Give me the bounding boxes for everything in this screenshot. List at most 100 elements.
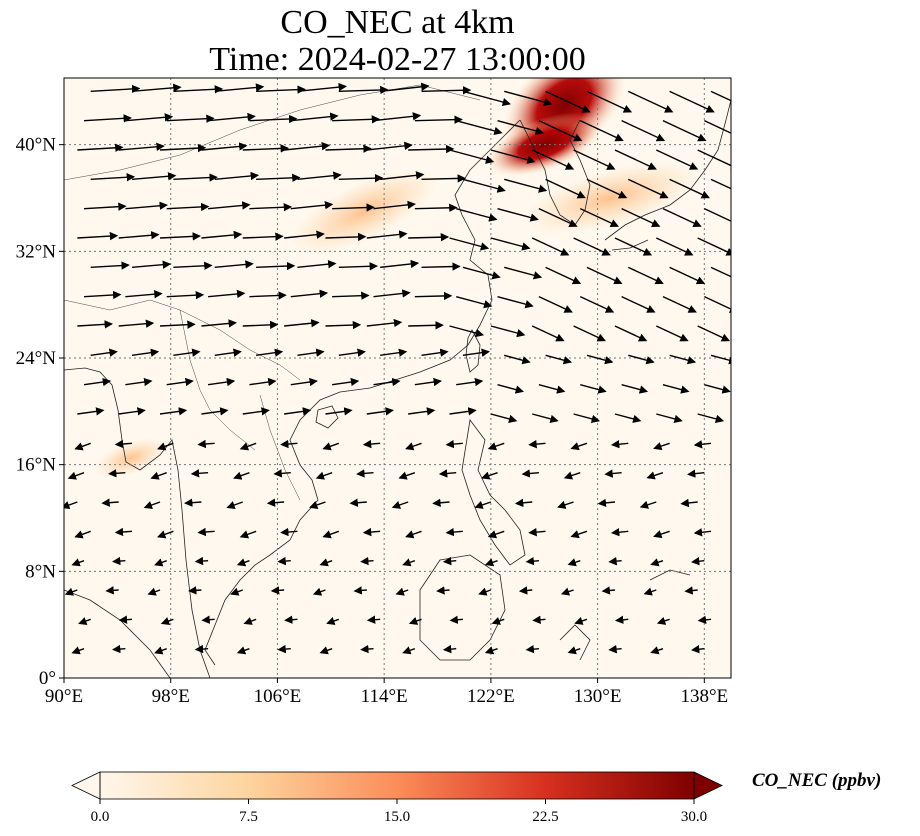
wind-arrow <box>297 171 342 181</box>
colorbar-tick-label: 0.0 <box>91 809 110 825</box>
wind-arrow <box>194 644 209 654</box>
wind-arrow <box>249 291 287 300</box>
wind-arrow <box>284 615 298 624</box>
wind-arrow <box>353 586 367 595</box>
wind-arrow <box>669 354 697 365</box>
wind-arrow <box>147 587 161 596</box>
wind-arrow <box>421 174 467 183</box>
wind-arrow <box>284 141 331 151</box>
co-plume <box>523 162 699 234</box>
wind-arrow <box>449 615 463 624</box>
wind-arrow <box>201 230 243 240</box>
wind-arrow <box>362 527 381 537</box>
colorbar-tick-label: 22.5 <box>532 809 558 825</box>
wind-arrow <box>497 295 534 309</box>
wind-arrow <box>249 203 293 212</box>
wind-arrow <box>614 237 653 256</box>
wind-arrow <box>373 200 416 210</box>
wind-arrow <box>208 201 251 210</box>
wind-arrow <box>608 556 622 566</box>
wind-arrow <box>362 439 381 449</box>
wind-arrow <box>504 266 543 280</box>
wind-arrow <box>118 615 133 624</box>
lat-tick-label: 16°N <box>16 455 57 476</box>
wind-arrow <box>332 291 370 300</box>
wind-arrow <box>105 586 119 595</box>
wind-arrow <box>573 325 606 342</box>
wind-arrow <box>601 586 616 595</box>
wind-arrow <box>693 440 712 449</box>
wind-arrow <box>297 82 347 93</box>
wind-arrow <box>579 296 615 313</box>
wind-arrow <box>160 320 196 329</box>
wind-arrow <box>518 586 533 595</box>
wind-arrow <box>114 439 133 449</box>
wind-arrow <box>284 319 320 328</box>
wind-arrow <box>408 407 436 416</box>
wind-arrow <box>284 230 325 239</box>
wind-arrow <box>309 501 326 509</box>
wind-arrow <box>627 178 669 199</box>
wind-arrow <box>71 558 85 567</box>
wind-arrow <box>710 90 731 102</box>
wind-arrow <box>573 413 601 423</box>
lon-tick-label: 138°E <box>680 686 728 707</box>
wind-arrow <box>214 171 260 181</box>
wind-arrow <box>690 645 705 654</box>
wind-arrow <box>166 291 205 300</box>
wind-arrow <box>356 469 374 478</box>
wind-arrow <box>639 500 657 509</box>
wind-arrow <box>242 232 284 241</box>
wind-arrow <box>290 377 318 387</box>
wind-arrow <box>514 498 533 508</box>
wind-arrow <box>319 558 333 567</box>
wind-arrow <box>249 114 298 124</box>
map-frame <box>63 77 732 679</box>
colorbar-tick-label: 30.0 <box>681 809 707 825</box>
wind-arrow <box>242 320 279 330</box>
wind-arrow <box>484 558 498 567</box>
wind-arrow <box>226 501 243 509</box>
wind-arrow <box>150 471 167 480</box>
wind-arrow <box>290 200 334 210</box>
wind-arrow <box>160 143 207 153</box>
wind-arrow <box>373 377 401 387</box>
wind-arrow <box>528 439 546 449</box>
coastlines <box>64 99 731 678</box>
wind-arrow <box>214 83 265 93</box>
wind-arrow <box>621 296 656 313</box>
wind-arrow <box>456 119 503 135</box>
axis-ticks: 90°E 98°E 106°E 114°E 122°E 130°E 138°E 0° 8°N 16… <box>16 135 729 707</box>
wind-arrow <box>570 442 588 451</box>
wind-arrow <box>490 149 536 164</box>
wind-arrow <box>545 178 586 199</box>
wind-arrow <box>408 617 422 625</box>
wind-arrow <box>432 498 450 507</box>
wind-arrow <box>125 113 174 122</box>
wind-arrow <box>391 501 409 509</box>
wind-arrow <box>173 261 213 270</box>
wind-arrow <box>64 587 78 596</box>
wind-arrow <box>159 407 188 416</box>
wind-arrow <box>373 112 422 122</box>
colorbar-ticks: 0.0 7.5 15.0 22.5 30.0 <box>91 799 707 825</box>
wind-arrow <box>669 90 715 113</box>
wind-arrow <box>332 203 375 212</box>
wind-arrow <box>118 319 155 328</box>
wind-arrow <box>360 556 374 566</box>
wind-arrow <box>684 586 698 595</box>
wind-arrow <box>697 615 712 625</box>
wind-arrow <box>610 528 629 537</box>
wind-arrow <box>90 84 141 94</box>
wind-arrow <box>597 498 616 508</box>
wind-arrow <box>249 377 277 387</box>
wind-arrow <box>256 261 296 271</box>
wind-arrow <box>208 289 246 299</box>
wind-arrow <box>531 237 570 256</box>
wind-arrow <box>83 377 112 387</box>
wind-arrow <box>610 440 629 449</box>
wind-arrow <box>528 527 546 537</box>
wind-arrow <box>690 557 705 566</box>
wind-vectors <box>64 82 731 655</box>
wind-arrow <box>325 407 353 416</box>
